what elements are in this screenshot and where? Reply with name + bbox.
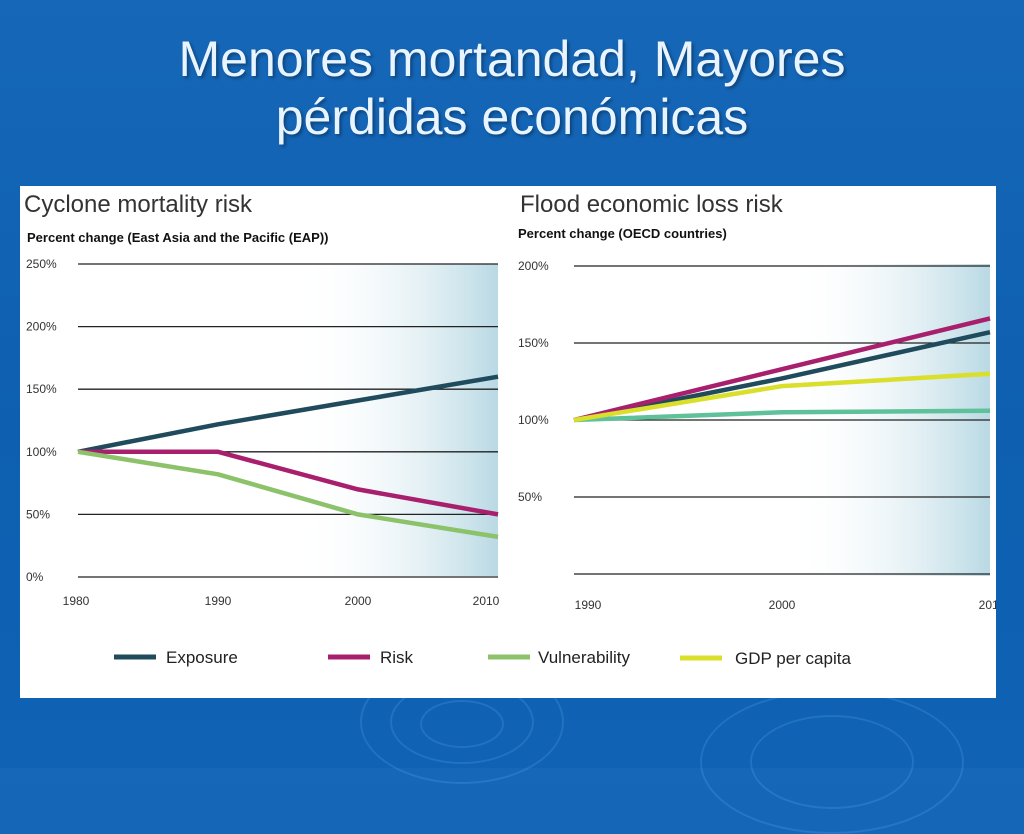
slide-title-line-1: Menores mortandad, Mayores [178,31,846,87]
legend: Exposure Risk Vulnerability GDP per capi… [114,648,851,668]
right-y-tick-label: 150% [518,336,549,350]
right-series-gdp-per-capita-line [573,371,991,423]
right-chart-title: Flood economic loss risk [520,191,784,218]
left-x-tick-label: 1990 [205,594,232,608]
right-y-tick-label: 50% [518,490,542,504]
right-x-tick-label: 1990 [575,598,602,612]
legend-label-gdp-per-capita: GDP per capita [735,649,851,668]
left-y-tick-label: 250% [26,257,57,271]
charts-svg: Cyclone mortality risk Percent change (E… [24,191,996,668]
legend-label-vulnerability: Vulnerability [538,648,630,667]
left-chart-title: Cyclone mortality risk [24,191,253,218]
right-chart-grid: 50% 100% 150% 200% 1990 2000 2010 [518,259,996,612]
left-chart-series [77,374,499,540]
right-chart-subtitle: Percent change (OECD countries) [518,226,727,241]
right-x-tick-label: 2010 [979,598,996,612]
slide-title-line-2: pérdidas económicas [275,89,749,145]
left-y-tick-label: 0% [26,570,44,584]
legend-label-exposure: Exposure [166,648,238,667]
right-series-risk-line [573,316,991,423]
left-series-vulnerability-line [77,449,499,540]
legend-label-risk: Risk [380,648,414,667]
left-chart-shade [298,264,498,576]
right-series-vulnerability-line [573,408,991,423]
left-series-risk-line [78,449,499,517]
right-y-tick-label: 200% [518,259,549,273]
chart-panel: Cyclone mortality risk Percent change (E… [20,186,996,698]
left-y-tick-label: 50% [26,507,50,521]
left-y-tick-label: 100% [26,445,57,459]
right-series-exposure-line [573,330,991,423]
left-x-tick-label: 2000 [345,594,372,608]
left-y-tick-label: 200% [26,320,57,334]
water-ripple [420,700,504,748]
water-ripple [750,715,914,809]
left-x-tick-label: 1980 [63,594,90,608]
left-series-exposure-line [77,374,499,455]
left-y-tick-label: 150% [26,382,57,396]
right-chart-series [573,316,991,423]
left-chart-subtitle: Percent change (East Asia and the Pacifi… [27,230,329,245]
left-x-tick-label: 2010 [473,594,500,608]
right-y-tick-label: 100% [518,413,549,427]
right-x-tick-label: 2000 [769,598,796,612]
slide-title: Menores mortandad, Mayores pérdidas econ… [0,30,1024,146]
